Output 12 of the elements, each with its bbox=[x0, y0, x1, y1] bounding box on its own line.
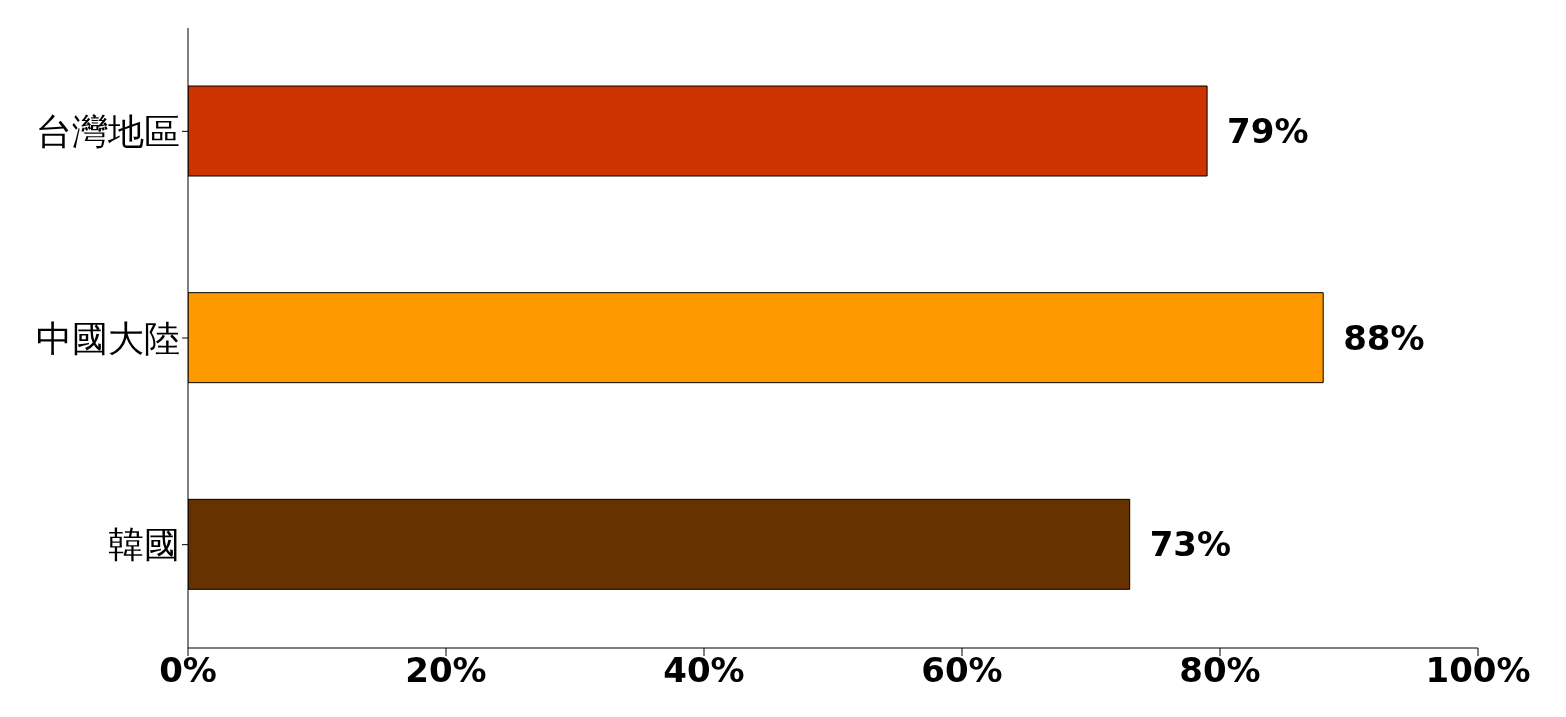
data-label: 73% bbox=[1149, 524, 1232, 565]
x-tick-label: 0% bbox=[159, 650, 217, 691]
x-tick-label: 80% bbox=[1179, 650, 1261, 691]
y-tick-label: 韓國 bbox=[108, 524, 180, 566]
x-tick-label: 100% bbox=[1425, 650, 1531, 691]
y-tick-label: 台灣地區 bbox=[36, 111, 180, 153]
x-tick-label: 60% bbox=[921, 650, 1003, 691]
y-tick-label: 中國大陸 bbox=[36, 317, 180, 359]
x-tick-label: 40% bbox=[663, 650, 745, 691]
data-label: 88% bbox=[1343, 317, 1425, 358]
x-tick-label: 20% bbox=[405, 650, 487, 691]
data-label: 79% bbox=[1227, 111, 1309, 152]
